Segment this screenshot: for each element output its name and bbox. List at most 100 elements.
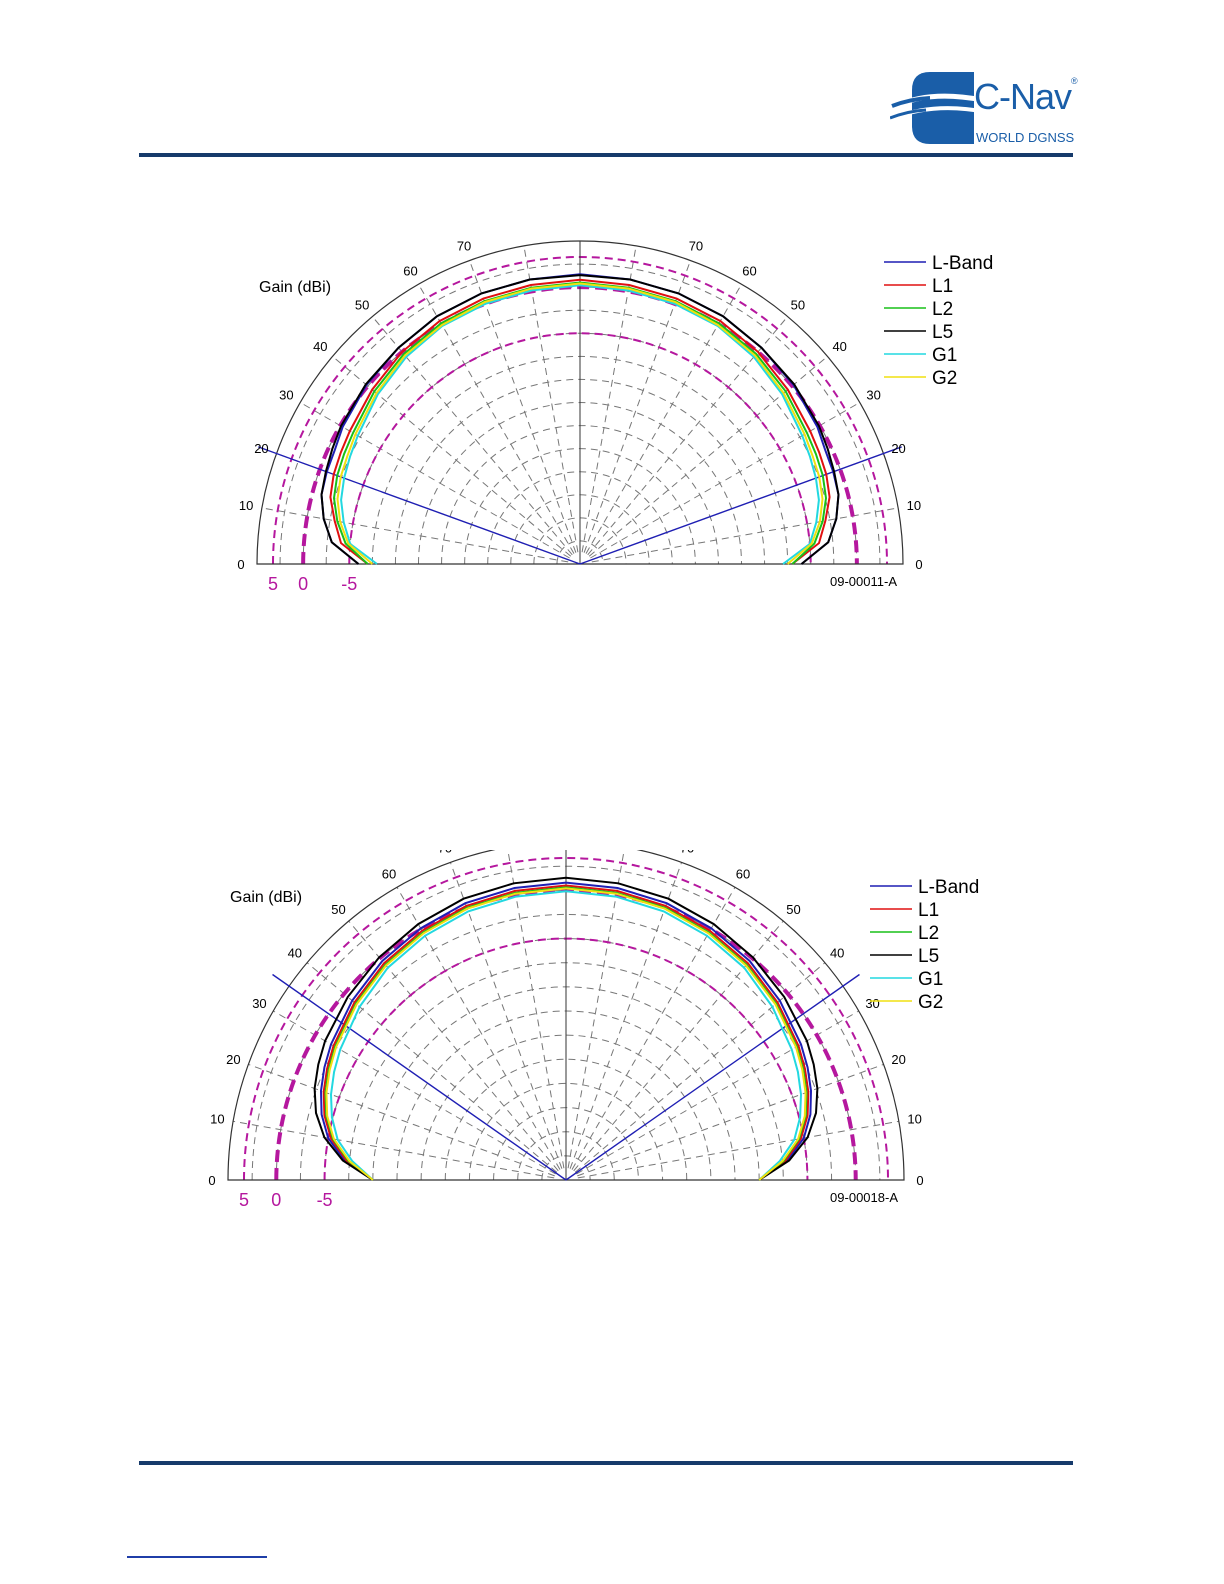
grid-spoke <box>581 245 637 553</box>
polar-frame <box>227 850 905 1181</box>
legend-label: L5 <box>932 322 953 343</box>
elevation-tick-label: 50 <box>786 902 800 917</box>
series-curve-g1 <box>329 890 803 1181</box>
elevation-mask-line <box>258 446 581 565</box>
legend-label: L-Band <box>918 877 979 898</box>
elevation-tick-label: 20 <box>226 1052 240 1067</box>
legend-label: L1 <box>918 900 939 921</box>
series-curve-g2 <box>336 282 824 565</box>
series-curve-l5 <box>320 274 840 565</box>
grid-spoke <box>348 920 559 1172</box>
grid-spoke <box>248 1063 555 1177</box>
grid-spoke <box>577 1063 884 1177</box>
grid-circle <box>420 1034 712 1181</box>
logo-name: C-Nav <box>974 76 1072 117</box>
grid-spoke <box>590 402 860 559</box>
cnav-logo: C-Nav® WORLD DGNSS <box>890 66 1080 150</box>
grid-spoke <box>571 887 736 1170</box>
series-curve-g2 <box>325 887 807 1181</box>
grid-spoke <box>583 260 691 553</box>
grid-spoke <box>577 1120 899 1179</box>
antenna-gain-chart-1: 01020304050607080908070605040302010050-5… <box>224 240 1024 600</box>
elevation-tick-label: 50 <box>355 297 369 312</box>
legend-label: G1 <box>918 969 943 990</box>
polar-plot: 01020304050607080908070605040302010050-5… <box>208 850 979 1210</box>
footer-rule <box>139 1461 1073 1465</box>
elevation-tick-label: 70 <box>438 850 452 855</box>
elevation-tick-label: 10 <box>210 1112 224 1127</box>
elevation-tick-label: 10 <box>907 498 921 513</box>
grid-circle <box>468 1083 664 1181</box>
elevation-mask-line <box>272 973 567 1181</box>
elevation-tick-label: 20 <box>254 441 268 456</box>
elevation-tick-label: 30 <box>252 996 266 1011</box>
antenna-gain-chart-2: 01020304050607080908070605040302010050-5… <box>204 850 1004 1210</box>
legend-label: G2 <box>932 368 957 389</box>
series-curve-l-band <box>319 881 813 1181</box>
grid-spoke <box>332 355 572 557</box>
grid-spoke <box>396 887 561 1170</box>
grid-spoke <box>523 245 579 553</box>
grid-spoke <box>306 962 558 1173</box>
series-curve-l5 <box>313 876 819 1181</box>
gain-tick-label: 0 <box>298 574 308 594</box>
series-curve-g1 <box>340 284 820 565</box>
elevation-tick-label: 0 <box>916 1173 923 1188</box>
elevation-tick-label: 60 <box>382 866 396 881</box>
polar-frame <box>256 240 904 565</box>
gain-reference-circle <box>243 857 889 1181</box>
elevation-tick-label: 20 <box>891 1052 905 1067</box>
grid-spoke <box>273 1010 556 1175</box>
logo-trademark: ® <box>1071 76 1078 86</box>
elevation-tick-label: 40 <box>313 339 327 354</box>
legend-label: L1 <box>932 276 953 297</box>
elevation-tick-label: 20 <box>891 441 905 456</box>
logo-subtitle: WORLD DGNSS <box>976 130 1075 145</box>
elevation-tick-label: 60 <box>403 263 417 278</box>
series-curve-l1 <box>322 884 810 1181</box>
elevation-tick-label: 50 <box>791 297 805 312</box>
elevation-mask-line <box>579 446 902 565</box>
elevation-tick-label: 70 <box>680 850 694 855</box>
grid-spoke <box>588 355 828 557</box>
grid-spoke <box>418 284 575 554</box>
polar-plot: 01020304050607080908070605040302010050-5… <box>237 240 993 594</box>
elevation-tick-label: 40 <box>288 945 302 960</box>
elevation-tick-label: 70 <box>689 240 703 253</box>
elevation-tick-label: 30 <box>279 388 293 403</box>
legend-label: L-Band <box>932 253 993 274</box>
elevation-tick-label: 40 <box>832 339 846 354</box>
grid-spoke <box>591 507 899 563</box>
elevation-tick-label: 0 <box>915 557 922 572</box>
elevation-tick-label: 70 <box>457 240 471 253</box>
legend-label: G2 <box>918 992 943 1013</box>
cnav-logo-mark-icon <box>890 72 987 144</box>
elevation-tick-label: 60 <box>736 866 750 881</box>
grid-spoke <box>469 260 577 553</box>
elevation-tick-label: 60 <box>742 263 756 278</box>
grid-spoke <box>261 507 569 563</box>
elevation-tick-label: 10 <box>907 1112 921 1127</box>
legend-label: L5 <box>918 946 939 967</box>
grid-spoke <box>576 1010 859 1175</box>
gain-tick-label: -5 <box>341 574 357 594</box>
elevation-tick-label: 0 <box>237 557 244 572</box>
elevation-tick-label: 10 <box>239 498 253 513</box>
gain-tick-label: 0 <box>271 1190 281 1210</box>
figure-id: 09-00011-A <box>830 574 897 589</box>
elevation-tick-label: 0 <box>208 1173 215 1188</box>
elevation-tick-label: 50 <box>331 902 345 917</box>
gain-tick-label: 5 <box>268 574 278 594</box>
elevation-tick-label: 30 <box>865 996 879 1011</box>
series-curve-l1 <box>329 278 831 565</box>
elevation-mask-line <box>565 973 860 1181</box>
gain-tick-label: 5 <box>239 1190 249 1210</box>
footer-link-underline <box>127 1556 267 1558</box>
elevation-tick-label: 30 <box>866 388 880 403</box>
gain-tick-label: -5 <box>317 1190 333 1210</box>
chart-title: Gain (dBi) <box>259 279 331 296</box>
header-rule <box>139 153 1073 157</box>
figure-id: 09-00018-A <box>830 1190 898 1205</box>
legend-label: L2 <box>918 923 939 944</box>
grid-spoke <box>585 284 742 554</box>
